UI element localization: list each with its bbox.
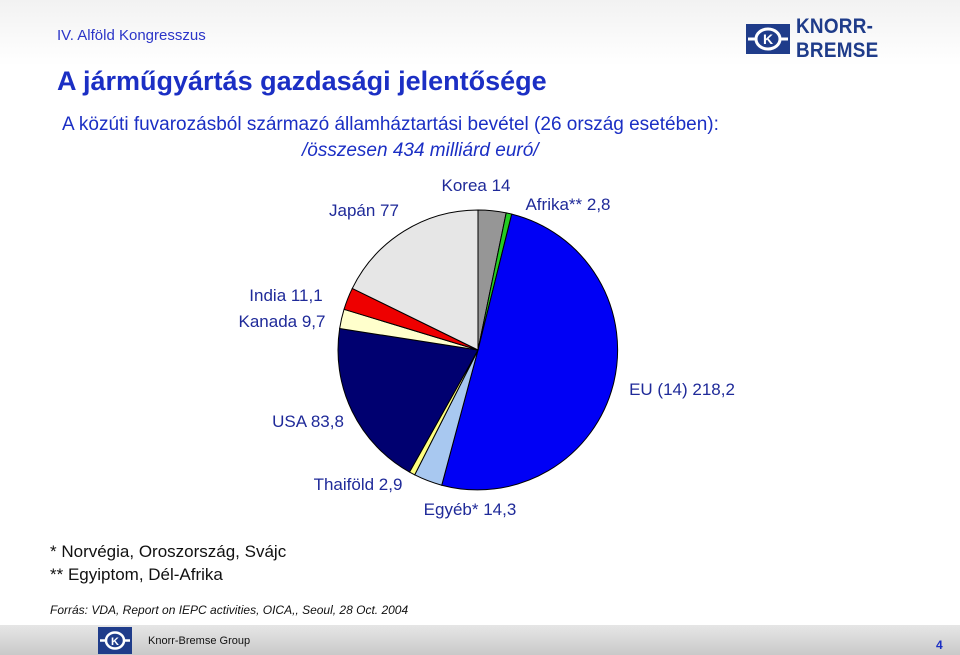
pie-slice-5 (337, 327, 479, 473)
knorr-bremse-small-logo-icon: K (98, 627, 132, 654)
footnote-1: * Norvégia, Oroszország, Svájc (50, 542, 287, 561)
group-name: Knorr-Bremse Group (148, 635, 251, 647)
brand-logo: K KNORR-BREMSE (746, 15, 960, 62)
footer-bar (0, 625, 960, 655)
knorr-bremse-logo-icon: K (746, 24, 790, 54)
footnotes: * Norvégia, Oroszország, Svájc ** Egyipt… (50, 540, 286, 586)
slide-title: A járműgyártás gazdasági jelentősége (57, 66, 547, 96)
brand-name: KNORR-BREMSE (796, 15, 879, 62)
source-note: Forrás: VDA, Report on IEPC activities, … (50, 603, 409, 617)
slide-subtitle-total: /összesen 434 milliárd euró/ (302, 140, 539, 161)
slide-subtitle: A közúti fuvarozásból származó államházt… (62, 114, 719, 135)
slice-label-2: EU (14) 218,2 (629, 380, 735, 399)
header-bar (0, 0, 960, 66)
footnote-2: ** Egyiptom, Dél-Afrika (50, 565, 223, 584)
pie-slice-8 (351, 209, 479, 351)
slice-label-7: India 11,1 (249, 286, 322, 305)
slice-label-1: Afrika** 2,8 (525, 195, 610, 214)
pie-slice-2 (441, 213, 619, 491)
slice-label-0: Korea 14 (442, 176, 511, 195)
slice-label-4: Thaiföld 2,9 (314, 475, 403, 494)
svg-text:K: K (111, 636, 119, 648)
slice-label-6: Kanada 9,7 (239, 312, 326, 331)
slice-label-3: Egyéb* 14,3 (424, 500, 517, 519)
svg-text:K: K (763, 31, 773, 47)
page-number: 4 (936, 638, 943, 652)
slice-label-8: Japán 77 (329, 201, 399, 220)
conference-name: IV. Alföld Kongresszus (57, 27, 206, 44)
slice-label-5: USA 83,8 (272, 412, 344, 431)
pie-chart: Korea 14 Afrika** 2,8 EU (14) 218,2 Egyéb* … (239, 176, 735, 519)
